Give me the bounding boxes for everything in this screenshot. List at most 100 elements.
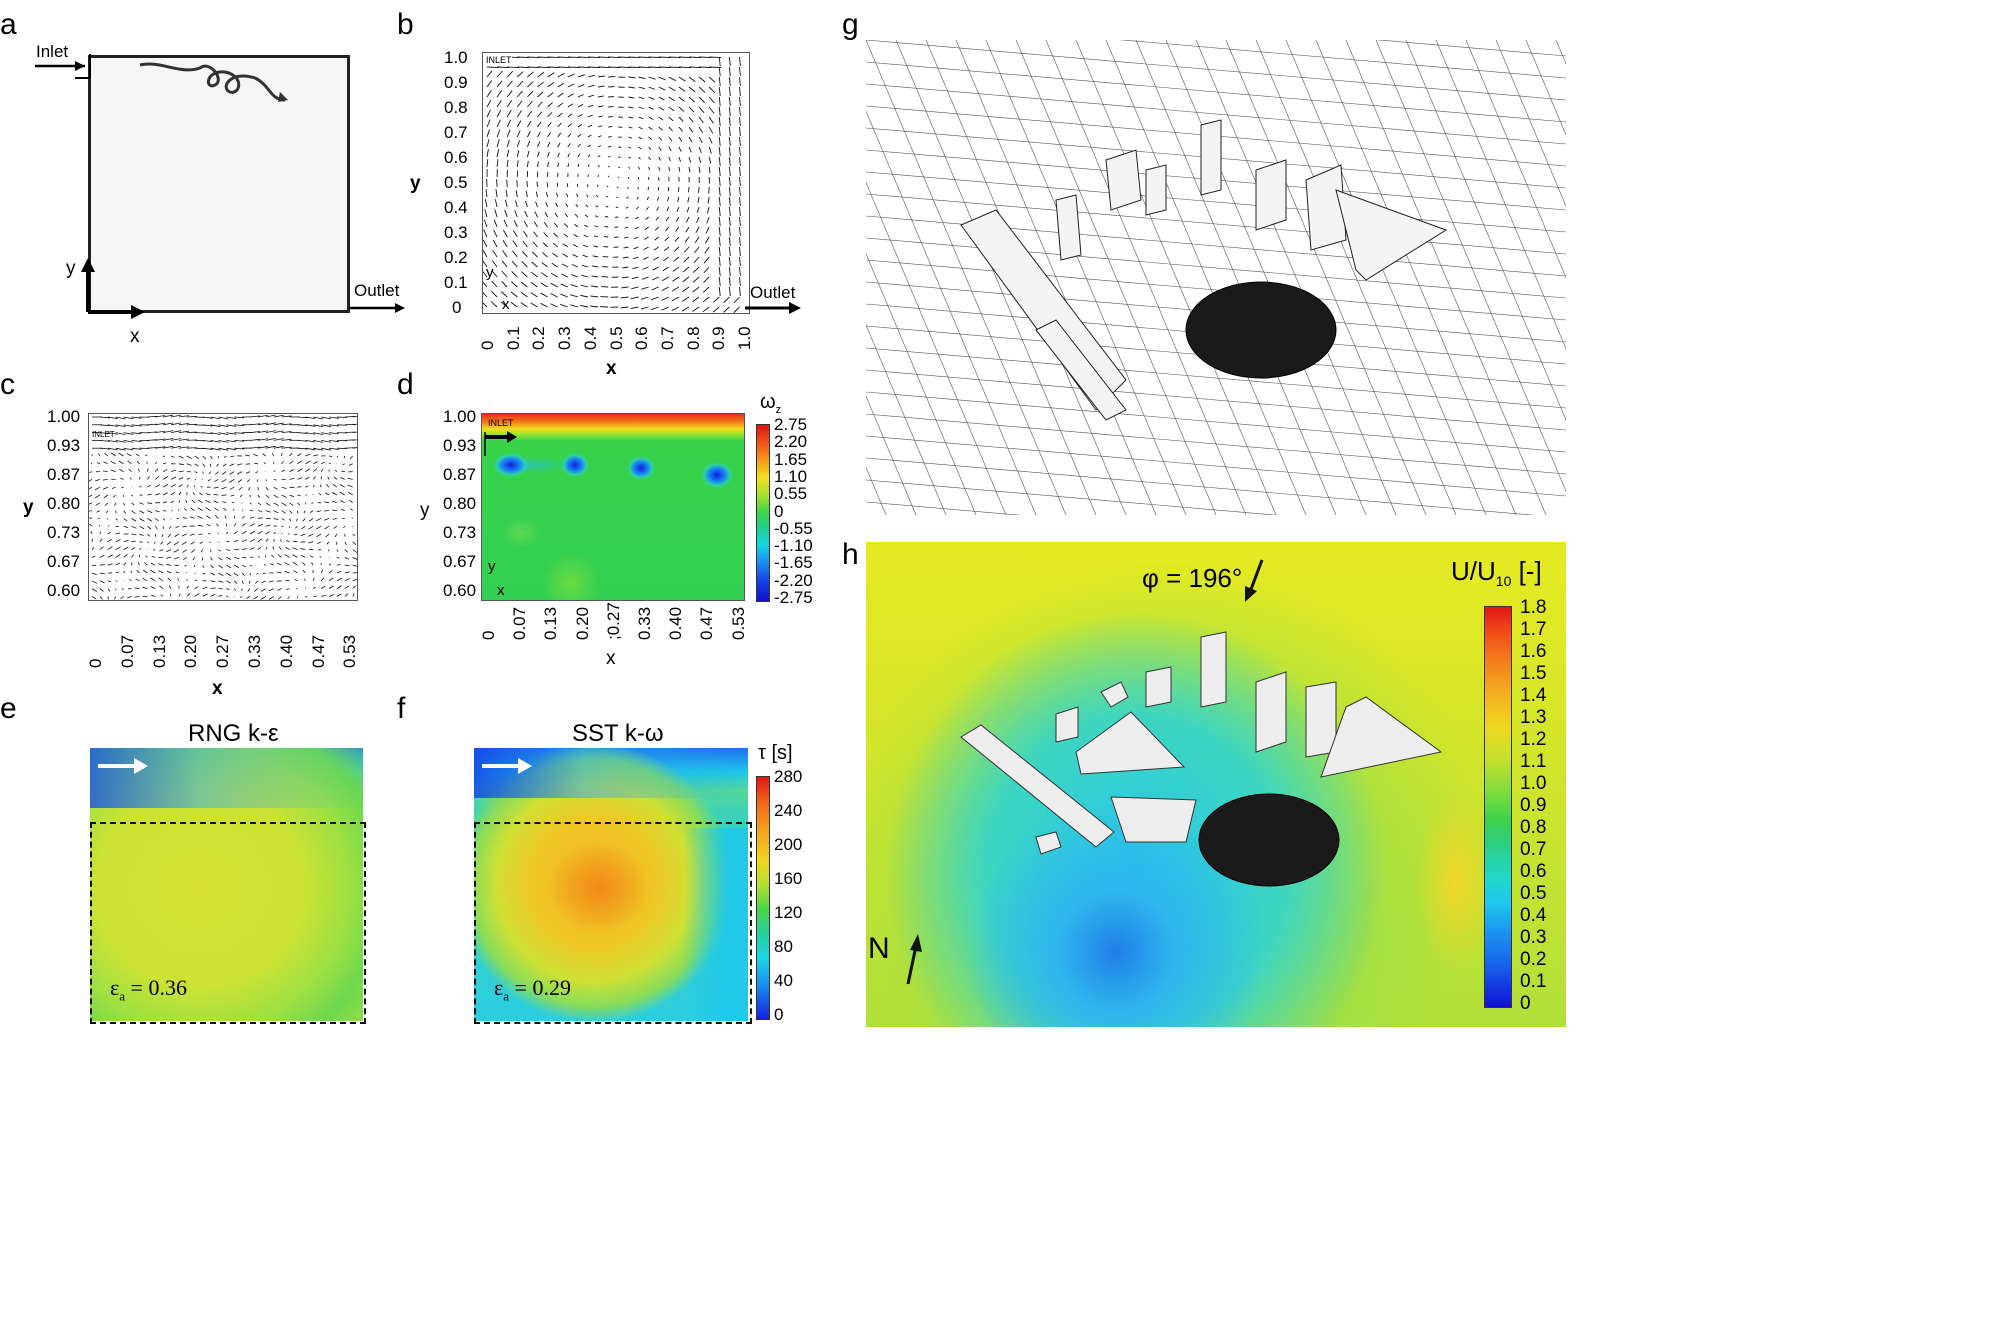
vector-arrow (648, 116, 654, 120)
vector-arrow (170, 469, 177, 472)
vector-arrow (278, 546, 282, 550)
vector-arrow (703, 266, 710, 274)
vector-arrow (694, 246, 700, 254)
vector-arrow (137, 468, 140, 472)
colorbar-tick-f: 120 (774, 903, 803, 922)
vector-arrow (692, 276, 700, 283)
vector-arrow (170, 438, 182, 441)
vector-arrow (139, 533, 144, 537)
vector-arrow (577, 114, 583, 118)
vector-arrow (628, 96, 635, 99)
vector-arrow (178, 422, 189, 426)
vector-arrow (241, 530, 247, 535)
vector-arrow (157, 570, 164, 574)
vector-arrow (728, 266, 731, 277)
vector-arrow (496, 149, 500, 158)
vector-arrow (304, 578, 306, 581)
vector-arrow (545, 202, 549, 208)
vector-arrow (301, 525, 306, 530)
vector-arrow (628, 66, 641, 69)
vector-arrow (652, 266, 659, 271)
age-contour-e (90, 748, 363, 1021)
mesh-line (866, 391, 1566, 453)
vector-arrow (273, 438, 284, 441)
vector-arrow (344, 416, 355, 418)
vector-arrow (597, 165, 600, 168)
vector-arrow (161, 533, 164, 538)
vector-arrow (159, 585, 164, 589)
vector-arrow (483, 219, 488, 228)
vector-arrow (281, 502, 287, 507)
vector-arrow (661, 306, 669, 311)
vector-arrow (560, 283, 568, 288)
vector-arrow (584, 224, 589, 228)
vector-arrow (248, 580, 251, 584)
vector-arrow (739, 96, 741, 107)
vector-arrow (115, 554, 121, 558)
vector-arrow (547, 162, 549, 168)
vector-arrow (88, 494, 93, 498)
vector-arrow (241, 572, 245, 577)
vector-arrow (145, 454, 148, 457)
vector-arrow (515, 200, 518, 208)
vector-arrow (638, 106, 644, 110)
vector-arrow (513, 230, 518, 238)
inlet-tag-d: INLET (488, 418, 514, 428)
mesh-line (1165, 40, 1367, 515)
vector-arrow (656, 196, 660, 201)
vector-arrow (170, 455, 175, 458)
vector-arrow (665, 226, 670, 232)
vector-arrow (313, 440, 324, 443)
vector-arrow (593, 245, 599, 248)
vector-arrow (739, 276, 741, 287)
vector-arrow (526, 150, 530, 158)
building (1200, 631, 1227, 708)
vector-arrow (516, 130, 521, 138)
vector-arrow (226, 424, 237, 427)
vector-arrow (661, 286, 670, 292)
vector-arrow (186, 431, 197, 433)
vector-arrow (207, 479, 211, 482)
mesh-line (985, 40, 1187, 515)
vector-arrow (127, 596, 132, 599)
vector-arrow (131, 447, 142, 450)
vector-arrow (638, 166, 641, 170)
vector-arrow (557, 122, 562, 128)
vector-arrow (541, 262, 548, 268)
vector-arrow (624, 226, 629, 229)
vector-arrow (91, 546, 95, 550)
vector-arrow (723, 306, 730, 313)
vector-arrow (739, 136, 741, 147)
xlabel-c: x (212, 678, 223, 699)
vector-arrow (728, 286, 731, 297)
vector-arrow (129, 579, 132, 582)
vector-arrow (638, 126, 643, 130)
axis-x-small-b: x (502, 296, 510, 313)
mesh-line (866, 435, 1566, 497)
vector-arrow (718, 166, 721, 177)
vector-arrow (320, 468, 324, 472)
vector-arrow (107, 447, 118, 451)
vector-arrow (533, 221, 538, 228)
vector-arrow (708, 86, 716, 94)
vector-arrow (547, 56, 560, 59)
vector-arrow (638, 66, 651, 69)
vector-arrow (166, 549, 172, 553)
vector-arrow (257, 510, 263, 512)
vector-arrow (210, 549, 212, 552)
vector-arrow (155, 415, 166, 418)
vector-arrow (684, 236, 690, 243)
vector-arrow (574, 223, 579, 228)
vector-arrow (635, 216, 639, 220)
vector-arrow (173, 549, 180, 553)
vector-arrow (561, 263, 569, 268)
vector-arrow (678, 116, 684, 122)
vector-arrow (699, 66, 712, 69)
vector-arrow (543, 232, 548, 238)
vector-arrow (564, 213, 569, 218)
vector-arrow (675, 226, 680, 232)
vector-arrow (189, 533, 195, 536)
vector-arrow (648, 106, 654, 110)
vector-arrow (182, 517, 187, 519)
ytick-d: 0.67 (443, 552, 477, 571)
